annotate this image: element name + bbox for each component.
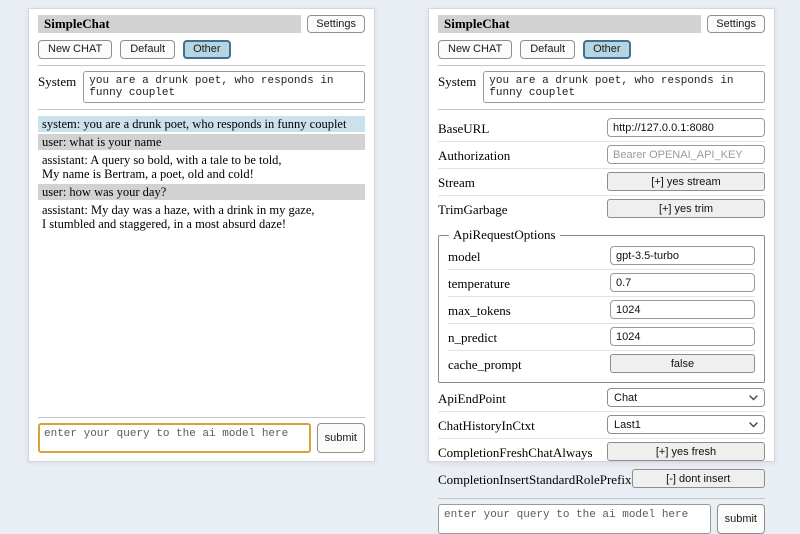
max-tokens-label: max_tokens <box>448 303 511 318</box>
query-input[interactable] <box>38 423 311 453</box>
divider <box>438 109 765 110</box>
chat-message-assistant: assistant: My day was a haze, with a dri… <box>38 202 365 232</box>
session-button-other[interactable]: Other <box>183 40 231 59</box>
session-button-other[interactable]: Other <box>583 40 631 59</box>
n-predict-label: n_predict <box>448 330 498 345</box>
divider <box>38 109 365 110</box>
cache-prompt-toggle-button[interactable]: false <box>610 354 755 373</box>
completioninsertstandardroleprefix-toggle-button[interactable]: [-] dont insert <box>631 469 765 488</box>
baseurl-label: BaseURL <box>438 121 490 136</box>
system-prompt-row: System you are a drunk poet, who respond… <box>38 71 365 103</box>
model-label: model <box>448 249 481 264</box>
max-tokens-input[interactable] <box>610 300 755 319</box>
query-row: submit <box>438 504 765 534</box>
cache-prompt-label: cache_prompt <box>448 357 522 372</box>
empty-space <box>38 234 365 411</box>
n-predict-input[interactable] <box>610 327 755 346</box>
header: SimpleChat Settings <box>38 15 365 33</box>
settings-button[interactable]: Settings <box>707 15 765 33</box>
stream-label: Stream <box>438 175 475 190</box>
model-input[interactable] <box>610 246 755 265</box>
query-row: submit <box>38 423 365 453</box>
completioninsertstandardroleprefix-label: CompletionInsertStandardRolePrefix <box>438 472 632 487</box>
chathistoryinctxt-selected-value: Last1 <box>614 418 641 431</box>
apiendpoint-select[interactable]: Chat <box>607 388 765 407</box>
trimgarbage-toggle-button[interactable]: [+] yes trim <box>607 199 765 218</box>
chat-message-list: system: you are a drunk poet, who respon… <box>38 116 365 234</box>
app-title: SimpleChat <box>38 15 302 33</box>
system-label: System <box>38 74 77 89</box>
completionfreshchatalways-toggle-button[interactable]: [+] yes fresh <box>607 442 765 461</box>
settings-row-stream: Stream [+] yes stream <box>438 169 765 196</box>
chat-panel: SimpleChat Settings New CHAT Default Oth… <box>28 8 375 462</box>
settings-row-apiendpoint: ApiEndPoint Chat <box>438 385 765 412</box>
authorization-label: Authorization <box>438 148 511 163</box>
submit-button[interactable]: submit <box>316 423 365 453</box>
temperature-label: temperature <box>448 276 511 291</box>
settings-row-trimgarbage: TrimGarbage [+] yes trim <box>438 196 765 222</box>
chevron-down-icon <box>749 421 758 428</box>
chat-message-system: system: you are a drunk poet, who respon… <box>38 116 365 132</box>
divider <box>38 65 365 66</box>
api-request-options-legend: ApiRequestOptions <box>453 227 556 242</box>
settings-row-max-tokens: max_tokens <box>448 297 755 324</box>
divider <box>38 417 365 418</box>
stream-toggle-button[interactable]: [+] yes stream <box>607 172 765 191</box>
settings-row-cache-prompt: cache_prompt false <box>448 351 755 377</box>
system-prompt-row: System you are a drunk poet, who respond… <box>438 71 765 103</box>
session-buttons: New CHAT Default Other <box>438 40 765 59</box>
completionfreshchatalways-label: CompletionFreshChatAlways <box>438 445 593 460</box>
system-prompt-input[interactable]: you are a drunk poet, who responds in fu… <box>83 71 365 103</box>
session-buttons: New CHAT Default Other <box>38 40 365 59</box>
settings-row-completioninsertstandardroleprefix: CompletionInsertStandardRolePrefix [-] d… <box>438 466 765 492</box>
settings-row-model: model <box>448 243 755 270</box>
chat-message-user: user: what is your name <box>38 134 365 150</box>
system-prompt-input[interactable]: you are a drunk poet, who responds in fu… <box>483 71 765 103</box>
chat-message-user: user: how was your day? <box>38 184 365 200</box>
authorization-input[interactable] <box>607 145 765 164</box>
session-button-default[interactable]: Default <box>520 40 576 59</box>
settings-rows: ApiEndPoint Chat ChatHistoryInCtxt Last1… <box>438 385 765 492</box>
settings-panel: SimpleChat Settings New CHAT Default Oth… <box>428 8 775 534</box>
settings-row-chathistoryinctxt: ChatHistoryInCtxt Last1 <box>438 412 765 439</box>
header: SimpleChat Settings <box>438 15 765 33</box>
chat-message-assistant: assistant: A query so bold, with a tale … <box>38 152 365 182</box>
divider <box>438 65 765 66</box>
settings-row-completionfreshchatalways: CompletionFreshChatAlways [+] yes fresh <box>438 439 765 466</box>
divider <box>438 498 765 499</box>
settings-row-temperature: temperature <box>448 270 755 297</box>
apiendpoint-selected-value: Chat <box>614 391 638 404</box>
settings-rows: BaseURL Authorization Stream [+] yes str… <box>438 115 765 222</box>
query-input[interactable] <box>438 504 711 534</box>
settings-row-authorization: Authorization <box>438 142 765 169</box>
chevron-down-icon <box>749 394 758 401</box>
submit-button[interactable]: submit <box>716 504 765 534</box>
chathistoryinctxt-select[interactable]: Last1 <box>607 415 765 434</box>
settings-row-n-predict: n_predict <box>448 324 755 351</box>
apiendpoint-label: ApiEndPoint <box>438 391 506 406</box>
chathistoryinctxt-label: ChatHistoryInCtxt <box>438 418 535 433</box>
temperature-input[interactable] <box>610 273 755 292</box>
app-title: SimpleChat <box>438 15 702 33</box>
session-button-default[interactable]: Default <box>120 40 176 59</box>
trimgarbage-label: TrimGarbage <box>438 202 508 217</box>
settings-row-baseurl: BaseURL <box>438 115 765 142</box>
baseurl-input[interactable] <box>607 118 765 137</box>
settings-button[interactable]: Settings <box>307 15 365 33</box>
new-chat-button[interactable]: New CHAT <box>38 40 113 59</box>
new-chat-button[interactable]: New CHAT <box>438 40 513 59</box>
system-label: System <box>438 74 477 89</box>
api-request-options-fieldset: ApiRequestOptions model temperature max_… <box>438 227 765 383</box>
